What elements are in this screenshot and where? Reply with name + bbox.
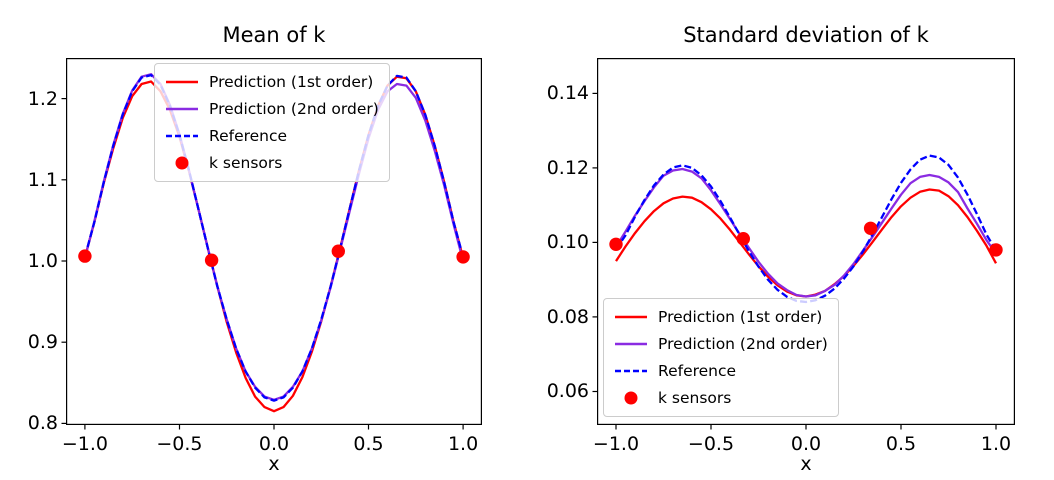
curve-prediction-1st-order [615, 188, 998, 298]
legend-item-prediction-2nd-order: Prediction (2nd order) [614, 332, 828, 356]
legend: Prediction (1st order) Prediction (2nd or… [603, 298, 839, 417]
y-tick-label: 0.08 [546, 305, 589, 328]
legend-label: Reference [209, 127, 288, 145]
legend-item-k-sensors: k sensors [165, 151, 379, 175]
x-tick-label: 1.0 [980, 433, 1012, 455]
sensor-marker [609, 237, 623, 251]
legend-line-sample [615, 315, 647, 319]
plot-area-0 [61, 58, 482, 430]
y-tick-label: 1.0 [27, 249, 58, 272]
legend-line-sample [166, 107, 198, 111]
legend-item-prediction-1st-order: Prediction (1st order) [614, 305, 828, 329]
y-tick-label: 0.8 [27, 412, 58, 435]
axes-std-of-k: Standard deviation of k x −1.0 −0.5 0.0 0.5… [547, 23, 1015, 475]
y-tick-label: 1.2 [27, 87, 58, 110]
curve-reference [83, 73, 465, 402]
legend-item-reference: Reference [614, 359, 828, 383]
legend-label: k sensors [209, 154, 283, 172]
x-tick-label: −1.0 [592, 433, 640, 455]
legend-marker-sample [624, 391, 638, 405]
legend-item-prediction-2nd-order: Prediction (2nd order) [165, 97, 379, 121]
sensor-marker [204, 253, 219, 267]
x-tick-label: 0.5 [353, 433, 384, 455]
x-tick-label: −1.0 [61, 433, 108, 455]
x-tick-label: −0.5 [156, 433, 203, 455]
x-axis-label-mean: x [268, 453, 280, 475]
y-tick-label: 0.10 [546, 231, 589, 254]
legend-label: Prediction (1st order) [209, 73, 374, 91]
legend-marker-sample [175, 156, 189, 170]
axes-frame [66, 58, 482, 425]
y-tick-label: 0.9 [27, 331, 58, 354]
y-tick-label: 0.14 [546, 82, 589, 105]
legend-item-prediction-1st-order: Prediction (1st order) [165, 70, 379, 94]
legend-line-sample [615, 342, 647, 346]
sensor-marker [989, 243, 1003, 257]
chart-title-mean: Mean of k [222, 23, 326, 47]
x-tick-label: 0.5 [885, 433, 917, 455]
curve-prediction-2nd-order [615, 167, 997, 298]
x-tick-label: 0.0 [790, 433, 822, 455]
sensor-marker [863, 221, 878, 235]
plot-area-1 [592, 58, 1015, 430]
legend-line-sample [615, 369, 647, 373]
x-tick-label: −0.5 [687, 433, 735, 455]
sensor-marker [331, 244, 345, 258]
x-tick-label: 1.0 [447, 433, 479, 455]
x-tick-label: 0.0 [258, 433, 290, 455]
y-tick-label: 0.12 [546, 156, 589, 179]
y-tick-label: 1.1 [27, 168, 58, 191]
legend-item-reference: Reference [165, 124, 379, 148]
sensor-marker [456, 250, 470, 264]
x-axis-label-std: x [800, 453, 812, 475]
y-tick-label: 0.06 [546, 380, 589, 403]
axes-mean-of-k: Mean of k x −1.0 −0.5 0.0 0.5 1.0 0.8 0.9 1.0 1.… [28, 23, 482, 475]
sensor-marker [78, 249, 92, 263]
legend-line-sample [166, 80, 198, 84]
legend-label: Prediction (2nd order) [658, 335, 828, 353]
legend-label: k sensors [658, 389, 732, 407]
legend-label: Reference [658, 362, 737, 380]
chart-title-std: Standard deviation of k [683, 23, 929, 47]
legend-line-sample [166, 134, 198, 138]
sensor-marker [736, 232, 750, 246]
axes-frame [597, 58, 1015, 425]
legend-label: Prediction (1st order) [658, 308, 823, 326]
legend-label: Prediction (2nd order) [209, 100, 379, 118]
legend: Prediction (1st order) Prediction (2nd or… [154, 63, 390, 182]
legend-item-k-sensors: k sensors [614, 386, 828, 410]
